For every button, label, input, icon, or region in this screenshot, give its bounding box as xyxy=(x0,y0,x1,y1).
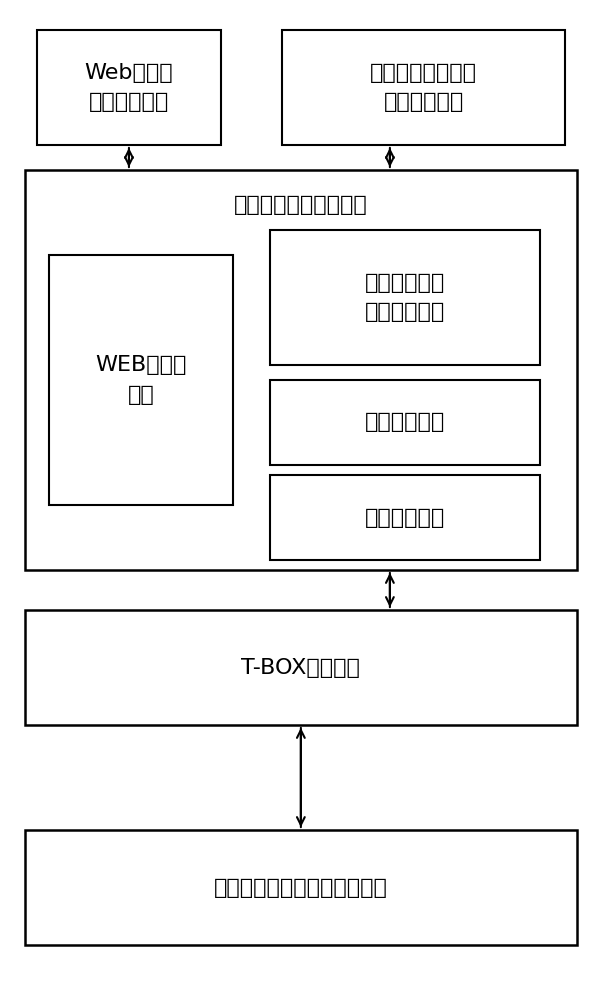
Bar xyxy=(37,30,221,145)
Text: WEB子系统
服务: WEB子系统 服务 xyxy=(96,355,187,405)
Bar xyxy=(270,380,540,465)
Bar xyxy=(49,255,233,505)
Bar xyxy=(25,830,577,945)
Text: Web子系统
（电脑终端）: Web子系统 （电脑终端） xyxy=(85,63,173,112)
Text: 产线检测应用
程序后台服务: 产线检测应用 程序后台服务 xyxy=(365,273,445,322)
Text: 设备网关服务: 设备网关服务 xyxy=(365,508,445,528)
Bar xyxy=(270,230,540,365)
Bar xyxy=(25,610,577,725)
Text: 远程控制服务: 远程控制服务 xyxy=(365,412,445,432)
Text: 车辆控制器、执行器（车端）: 车辆控制器、执行器（车端） xyxy=(214,878,388,898)
Text: 云服务子系统（云端）: 云服务子系统（云端） xyxy=(234,195,368,215)
Bar xyxy=(25,170,577,570)
Bar xyxy=(282,30,565,145)
Text: 产线检测应用程序
（设备终端）: 产线检测应用程序 （设备终端） xyxy=(370,63,477,112)
Bar xyxy=(270,475,540,560)
Text: T-BOX（车端）: T-BOX（车端） xyxy=(241,658,360,678)
